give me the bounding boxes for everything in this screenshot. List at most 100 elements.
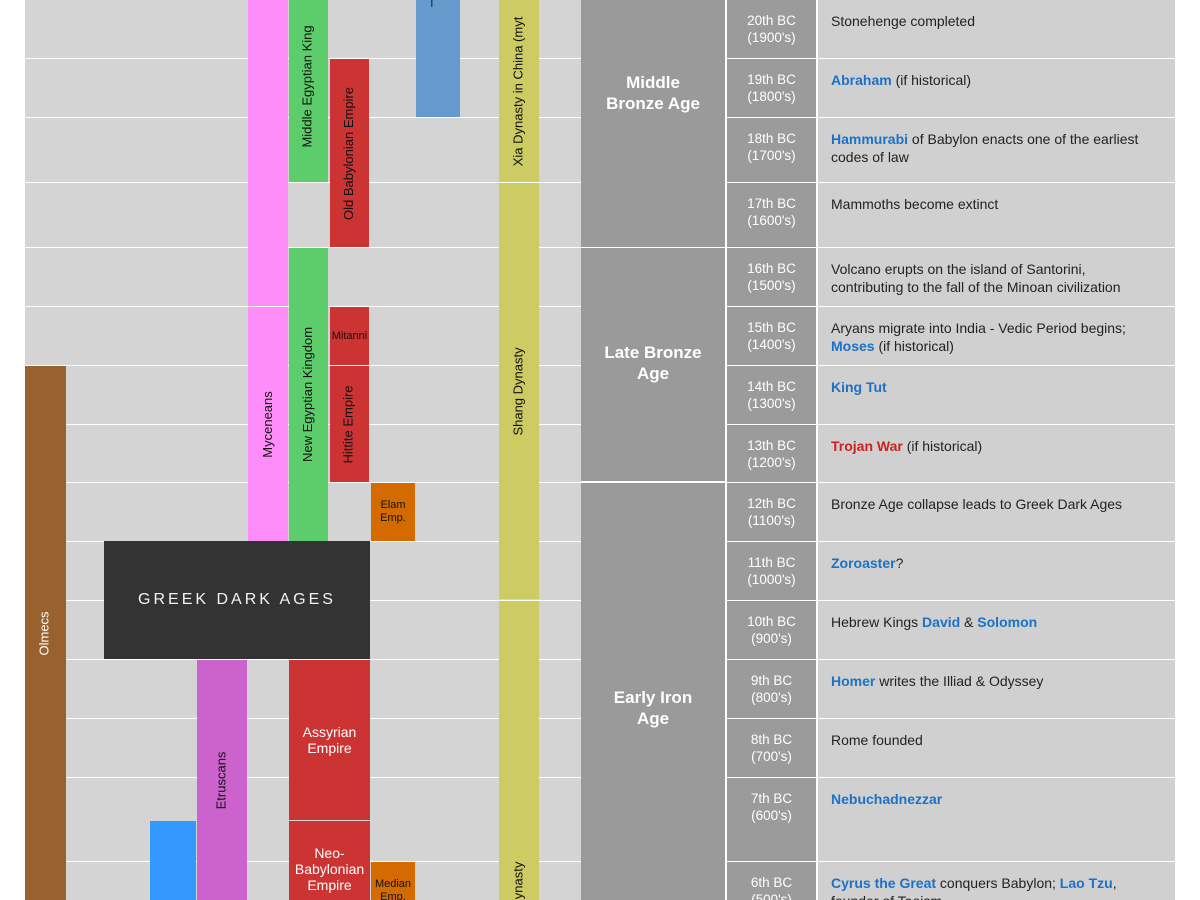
neo-babylonian-empire-bar[interactable]: Neo-Babylonian Empire (289, 821, 370, 900)
event-link[interactable]: David (922, 614, 961, 630)
event-link[interactable]: Cyrus the Great (831, 875, 937, 891)
new-egyptian-kingdom-label: New Egyptian Kingdom (300, 326, 316, 463)
century-label: 16th BC (747, 261, 796, 276)
mitanni-bar[interactable]: Mitanni (330, 307, 369, 365)
century-cell: 6th BC (500's) (727, 862, 816, 900)
era-label: Late Bronze Age (604, 343, 702, 383)
century-years: (900's) (751, 630, 792, 646)
etruscans-bar[interactable]: Etruscans (197, 660, 247, 900)
event-cell: Aryans migrate into India - Vedic Period… (818, 307, 1175, 365)
event-link[interactable]: Nebuchadnezzar (831, 791, 943, 807)
century-cell: 13th BC (1200's) (727, 425, 816, 482)
zhou-dynasty-bar[interactable]: ynasty (499, 601, 539, 900)
event-link[interactable]: King Tut (831, 379, 887, 395)
century-cell: 14th BC (1300's) (727, 366, 816, 424)
row-divider (25, 482, 1175, 483)
row-divider (25, 247, 1175, 248)
era-middle-bronze-age: Middle Bronze Age (581, 0, 725, 247)
old-babylonian-empire-bar[interactable]: Old Babylonian Empire (330, 59, 369, 247)
century-years: (1900's) (747, 29, 796, 45)
century-years: (1100's) (747, 512, 796, 528)
median-empire-bar[interactable]: Median Emp. (371, 862, 415, 900)
century-label: 20th BC (747, 13, 796, 28)
event-cell: Trojan War (if historical) (818, 425, 1175, 482)
century-label: 12th BC (747, 496, 796, 511)
xia-dynasty-bar[interactable]: Xia Dynasty in China (myt (499, 0, 539, 182)
xia-dynasty-label: Xia Dynasty in China (myt (510, 16, 526, 166)
event-text: (if historical) (874, 337, 954, 354)
event-text: Rome founded (831, 732, 923, 748)
century-label: 7th BC (750, 791, 793, 806)
new-egyptian-kingdom-bar[interactable]: New Egyptian Kingdom (289, 248, 328, 541)
century-label: 18th BC (747, 131, 796, 146)
event-text: , founder of Taoism (831, 875, 1117, 900)
median-empire-label: Median Emp. (374, 878, 412, 900)
zhou-dynasty-label: ynasty (510, 861, 526, 900)
blue-civilization-bar[interactable]: I (416, 0, 460, 117)
era-early-iron-age: Early Iron Age (581, 483, 725, 900)
event-cell: Hammurabi of Babylon enacts one of the e… (818, 118, 1175, 182)
century-years: (500's) (751, 891, 792, 900)
century-years: (1700's) (747, 147, 796, 163)
event-link[interactable]: Homer (831, 673, 876, 689)
event-text: of Babylon enacts one of the earliest co… (831, 131, 1139, 165)
event-text: (if historical) (891, 72, 972, 88)
era-label: Middle Bronze Age (606, 73, 700, 113)
event-text: & (960, 614, 978, 630)
event-cell: Nebuchadnezzar (818, 778, 1175, 861)
century-label: 9th BC (750, 673, 793, 688)
shang-dynasty-bar[interactable]: Shang Dynasty (499, 183, 539, 599)
event-link[interactable]: Solomon (977, 614, 1038, 630)
century-label: 17th BC (747, 196, 796, 211)
century-years: (1800's) (747, 88, 796, 104)
neo-babylonian-empire-label: Neo-Babylonian Empire (294, 845, 365, 894)
century-years: (1600's) (747, 212, 796, 228)
century-label: 19th BC (747, 72, 796, 87)
olmecs-bar[interactable]: Olmecs (25, 366, 66, 900)
elam-empire-bar[interactable]: Elam Emp. (371, 483, 415, 541)
event-text: Volcano erupts on the island of Santorin… (831, 261, 1121, 295)
event-text: conquers Babylon; (936, 875, 1060, 891)
century-label: 10th BC (747, 614, 796, 629)
column-gap (725, 0, 727, 900)
blue-civilization-bar-lower[interactable] (150, 821, 196, 900)
etruscans-label: Etruscans (213, 751, 229, 809)
event-cell: King Tut (818, 366, 1175, 424)
blue-civilization-label: I (430, 0, 434, 10)
century-years: (1200's) (747, 454, 796, 470)
event-link[interactable]: Zoroaster (831, 555, 896, 571)
hittite-empire-bar[interactable]: Hittite Empire (330, 366, 369, 482)
event-link[interactable]: Lao Tzu (1059, 875, 1113, 891)
middle-egyptian-kingdom-bar[interactable]: Middle Egyptian King (289, 0, 328, 182)
myceneans-bar-upper[interactable] (248, 0, 288, 306)
event-cell: Volcano erupts on the island of Santorin… (818, 248, 1175, 306)
event-text: ? (895, 555, 904, 571)
event-text: Bronze Age collapse leads to Greek Dark … (831, 496, 1123, 512)
century-label: 6th BC (750, 875, 793, 890)
event-cell: Stonehenge completed (818, 0, 1175, 58)
column-gap (816, 0, 818, 900)
event-link[interactable]: Moses (831, 337, 875, 354)
event-cell: Mammoths become extinct (818, 183, 1175, 247)
century-years: (700's) (751, 748, 792, 764)
event-link[interactable]: Trojan War (831, 438, 903, 454)
century-cell: 10th BC (900's) (727, 601, 816, 659)
century-label: 13th BC (747, 438, 796, 453)
greek-dark-ages-banner[interactable]: GREEK DARK AGES (104, 541, 370, 659)
olmecs-label: Olmecs (37, 610, 53, 656)
century-cell: 20th BC (1900's) (727, 0, 816, 58)
myceneans-bar[interactable]: Myceneans (248, 307, 288, 541)
event-link[interactable]: Abraham (831, 72, 892, 88)
greek-dark-ages-label: GREEK DARK AGES (138, 591, 336, 608)
event-text: Mammoths become extinct (831, 196, 999, 212)
event-link[interactable]: Hammurabi (831, 131, 909, 147)
century-cell: 15th BC (1400's) (727, 307, 816, 365)
century-cell: 17th BC (1600's) (727, 183, 816, 247)
century-cell: 18th BC (1700's) (727, 118, 816, 182)
century-label: 14th BC (747, 379, 796, 394)
event-text: Aryans migrate into India - Vedic Period… (831, 320, 1126, 336)
assyrian-empire-bar[interactable]: Assyrian Empire (289, 660, 370, 820)
century-cell: 8th BC (700's) (727, 719, 816, 777)
century-cell: 11th BC (1000's) (727, 542, 816, 600)
event-cell: Rome founded (818, 719, 1175, 777)
